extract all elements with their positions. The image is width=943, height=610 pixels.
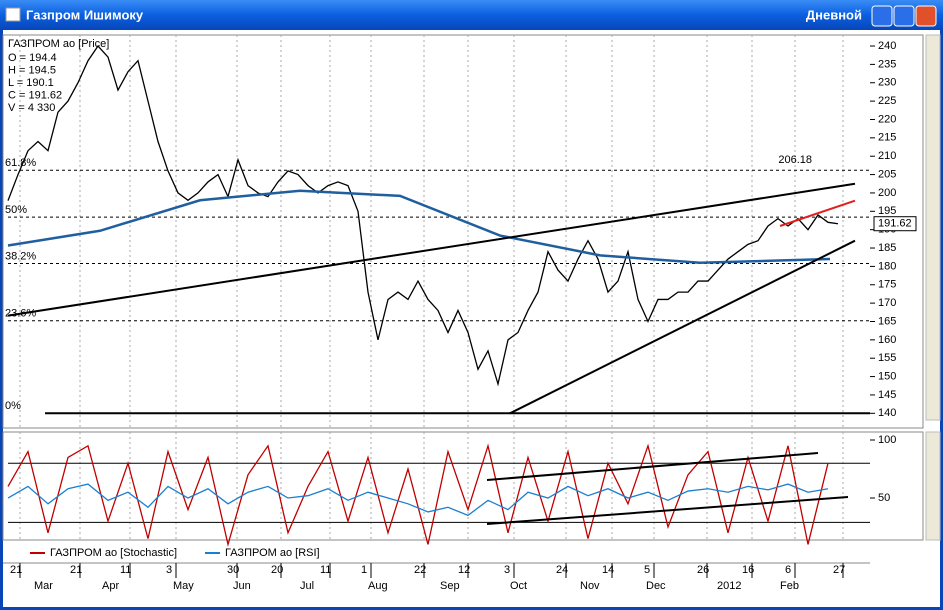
info-line: H = 194.5 <box>8 64 56 76</box>
minimize-button[interactable] <box>871 5 893 27</box>
y-tick-label: 240 <box>878 40 896 52</box>
month-label: Jun <box>233 580 251 592</box>
window-title: Газпром Ишимоку <box>26 7 144 22</box>
y-tick-label: 155 <box>878 352 896 364</box>
x-tick-label: 30 <box>227 564 239 576</box>
y-tick-label: 170 <box>878 297 896 309</box>
y-tick-label: 210 <box>878 150 896 162</box>
fib-label: 0% <box>5 400 21 412</box>
price-panel <box>2 34 924 429</box>
info-line: V = 4 330 <box>8 102 55 114</box>
month-label: Apr <box>102 580 119 592</box>
series-line <box>7 189 831 264</box>
info-line: L = 190.1 <box>8 77 54 89</box>
y-tick-label: 215 <box>878 132 896 144</box>
series-line <box>7 443 829 548</box>
info-title: ГАЗПРОМ ао [Price] <box>8 38 109 50</box>
x-tick-label: 14 <box>602 564 614 576</box>
x-tick-label: 27 <box>833 564 845 576</box>
x-tick-label: 3 <box>504 564 510 576</box>
y-tick-label: 145 <box>878 389 896 401</box>
osc-panel <box>2 431 924 541</box>
y-tick-label: 160 <box>878 334 896 346</box>
fib-label: 50% <box>5 204 27 216</box>
y-tick-label: 225 <box>878 95 896 107</box>
month-label: Aug <box>368 580 388 592</box>
month-label: Jul <box>300 580 314 592</box>
period: Дневной <box>806 7 862 22</box>
window-icon <box>5 7 21 22</box>
x-tick-label: 16 <box>742 564 754 576</box>
y-tick-label: 185 <box>878 242 896 254</box>
close-button[interactable] <box>915 5 937 27</box>
y-tick-label: 235 <box>878 58 896 70</box>
client-area <box>3 30 940 607</box>
x-tick-label: 24 <box>556 564 568 576</box>
chart-layer: 1401451501551601651701751801851901952002… <box>5 35 917 592</box>
y-tick-label: 175 <box>878 279 896 291</box>
legend-label: ГАЗПРОМ ао [RSI] <box>225 547 320 559</box>
month-label: Nov <box>580 580 600 592</box>
y-tick-label: 200 <box>878 187 896 199</box>
y-tick-label: 195 <box>878 205 896 217</box>
y-tick-label: 140 <box>878 407 896 419</box>
fib-label: 38.2% <box>5 250 36 262</box>
maximize-button[interactable] <box>893 5 915 27</box>
info-line: O = 194.4 <box>8 52 57 64</box>
month-label: Mar <box>34 580 53 592</box>
month-label: Feb <box>780 580 799 592</box>
trend-line <box>486 495 849 525</box>
legend-label: ГАЗПРОМ ао [Stochastic] <box>50 547 177 559</box>
info-line: C = 191.62 <box>8 89 62 101</box>
x-tick-label: 11 <box>320 564 331 576</box>
x-tick-label: 26 <box>697 564 709 576</box>
y-tick-label: 165 <box>878 315 896 327</box>
x-tick-label: 12 <box>458 564 470 576</box>
y-tick-label: 100 <box>878 434 896 446</box>
series-line <box>7 483 829 517</box>
month-label: Oct <box>510 580 527 592</box>
y-tick-label: 180 <box>878 260 896 272</box>
last-price-box <box>873 216 917 232</box>
fib-label: 61.8% <box>5 157 36 169</box>
y-tick-label: 220 <box>878 113 896 125</box>
x-tick-label: 11 <box>120 564 131 576</box>
x-tick-label: 5 <box>644 564 650 576</box>
trend-line <box>486 452 819 482</box>
x-tick-label: 22 <box>414 564 426 576</box>
trend-line <box>7 182 856 317</box>
x-tick-label: 6 <box>785 564 791 576</box>
osc-scrollbar[interactable] <box>925 431 941 541</box>
x-tick-label: 21 <box>10 564 22 576</box>
series-line <box>7 44 839 387</box>
trend-line <box>779 199 856 227</box>
last-price: 191.62 <box>878 218 912 230</box>
x-tick-label: 1 <box>361 564 367 576</box>
y-tick-label: 50 <box>878 492 890 504</box>
x-tick-label: 20 <box>271 564 283 576</box>
x-tick-label: 3 <box>166 564 172 576</box>
fib-value: 206.18 <box>778 154 812 166</box>
month-label: May <box>173 580 194 592</box>
price-scrollbar[interactable] <box>925 34 941 421</box>
y-tick-label: 205 <box>878 168 896 180</box>
month-label: 2012 <box>717 580 741 592</box>
trend-line <box>509 239 856 415</box>
month-label: Sep <box>440 580 460 592</box>
y-tick-label: 150 <box>878 370 896 382</box>
x-tick-label: 21 <box>70 564 82 576</box>
y-tick-label: 230 <box>878 77 896 89</box>
month-label: Dec <box>646 580 666 592</box>
title-bar <box>0 0 943 30</box>
